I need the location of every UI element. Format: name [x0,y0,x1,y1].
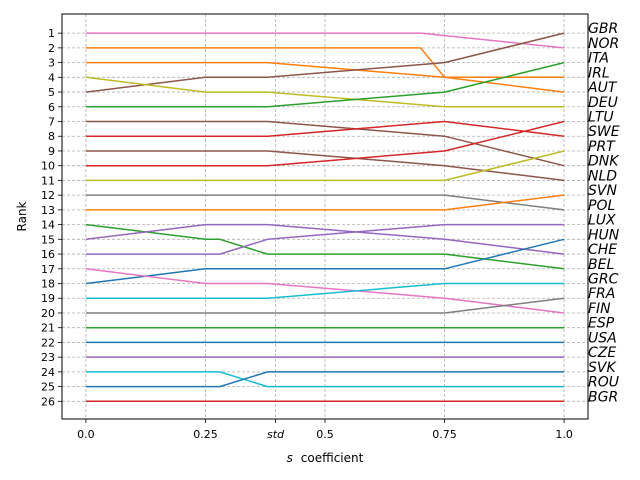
y-tick-label: 19 [41,292,55,305]
y-tick-label: 11 [41,174,55,187]
country-label-fra: FRA [588,286,615,302]
country-label-deu: DEU [588,95,618,111]
y-tick-label: 7 [48,116,55,129]
y-tick-label: 9 [48,145,55,158]
y-tick-label: 10 [41,160,55,173]
country-label-irl: IRL [588,65,610,81]
series-line-11 [85,150,565,182]
y-tick-label: 4 [48,71,55,84]
country-label-cze: CZE [588,345,616,361]
y-tick-label: 20 [41,307,55,320]
series-line-12 [85,194,565,211]
grid-lines [62,14,588,419]
country-label-bgr: BGR [588,389,618,405]
country-label-svk: SVK [588,360,617,376]
country-label-usa: USA [588,330,617,346]
y-tick-label: 12 [41,189,55,202]
series-line-10 [85,120,565,167]
y-tick-label: 22 [41,336,55,349]
x-axis-label: s coefficient [287,451,364,465]
x-tick-label: 0.75 [432,428,457,441]
y-tick-label: 23 [41,351,55,364]
y-tick-label: 1 [48,27,55,40]
y-tick-label: 16 [41,248,55,261]
country-label-prt: PRT [588,139,616,155]
series-line-25 [85,371,565,388]
country-labels: GBRNORITAIRLAUTDEULTUSWEPRTDNKNLDSVNPOLL… [587,21,620,405]
y-tick-label: 21 [41,322,55,335]
x-axis-label-text: coefficient [301,451,364,465]
series-lines [85,32,565,403]
series-line-1 [85,32,565,49]
country-label-esp: ESP [588,316,615,332]
country-label-svn: SVN [588,183,617,199]
y-tick-label: 18 [41,278,55,291]
y-tick-label: 3 [48,57,55,70]
y-tick-label: 6 [48,101,55,114]
country-label-bel: BEL [588,257,614,273]
x-tick-label: 0.5 [316,428,334,441]
series-line-4 [85,32,565,93]
series-line-16 [85,223,565,255]
country-label-ltu: LTU [588,110,614,126]
x-tick-label: 1.0 [555,428,573,441]
series-line-19 [85,282,565,299]
country-label-aut: AUT [587,80,618,96]
country-label-swe: SWE [588,124,620,140]
y-tick-label: 13 [41,204,55,217]
x-axis-ticks: 0.0 0.25 std 0.5 0.75 1.0 [77,419,573,441]
x-axis-label-symbol: s [287,451,293,465]
country-label-nld: NLD [588,168,617,184]
country-label-pol: POL [588,198,615,214]
country-label-gbr: GBR [588,21,618,37]
y-tick-label: 26 [41,395,55,408]
y-tick-label: 8 [48,130,55,143]
y-tick-label: 5 [48,86,55,99]
series-line-20 [85,297,565,314]
country-label-che: CHE [588,242,617,258]
y-tick-label: 24 [41,366,55,379]
country-label-grc: GRC [588,272,619,288]
country-label-fin: FIN [588,301,611,317]
country-label-hun: HUN [588,227,620,243]
y-tick-label: 17 [41,263,55,276]
country-label-rou: ROU [588,375,619,391]
series-line-6 [85,61,565,108]
series-line-13 [85,194,565,211]
y-tick-label: 15 [41,233,55,246]
x-tick-label: 0.0 [77,428,95,441]
series-line-5 [85,76,565,108]
y-axis-ticks: 1234567891011121314151617181920212223242… [41,27,62,408]
country-label-nor: NOR [588,36,619,52]
y-tick-label: 14 [41,219,55,232]
x-tick-label: std [267,428,285,441]
series-line-18 [85,268,565,314]
country-label-dnk: DNK [588,154,620,170]
y-axis-label: Rank [15,201,29,231]
series-line-15 [85,223,565,255]
country-label-ita: ITA [588,51,609,67]
series-line-8 [85,120,565,137]
country-label-lux: LUX [588,213,616,229]
y-tick-label: 2 [48,42,55,55]
y-tick-label: 25 [41,381,55,394]
x-tick-label: 0.25 [193,428,218,441]
